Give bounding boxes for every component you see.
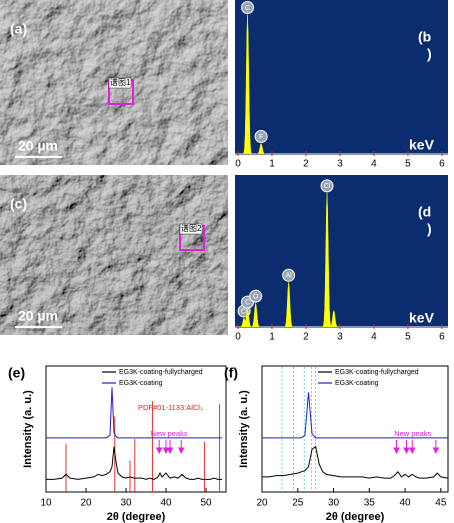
peak <box>329 309 339 328</box>
peak <box>322 192 332 328</box>
annotation-arrow <box>177 439 185 455</box>
series-line <box>46 446 222 480</box>
annotation-arrow <box>155 439 163 455</box>
x-axis-label: keV <box>409 310 435 326</box>
x-tick-label: 6 <box>439 332 445 343</box>
panel-label: ) <box>427 221 432 237</box>
x-tick-label: 3 <box>337 332 343 343</box>
y-axis-label: Intensity (a. u.) <box>238 390 250 468</box>
spectrum-tag-bg <box>108 77 132 89</box>
y-axis-label: Intensity (a. u.) <box>22 390 34 468</box>
panel-label: ) <box>427 46 432 62</box>
legend-label: EG3K-coating-fullycharged <box>119 369 203 376</box>
annotation-label: New peaks <box>151 429 188 438</box>
annotation-arrow <box>162 439 170 455</box>
reference-label: PDF#01-1133:AlCl₃ <box>138 403 203 412</box>
x-tick-label: 50 <box>200 498 212 509</box>
peak-label-badge <box>241 1 255 14</box>
peak-label-badge <box>282 268 296 282</box>
series-line <box>262 392 448 439</box>
peak-label-badge <box>249 289 263 303</box>
peak-label: C <box>245 299 250 306</box>
annotation-arrow <box>166 439 174 455</box>
sem-image <box>0 175 228 335</box>
spectrum-tag-bg <box>179 223 203 235</box>
x-tick-label: 45 <box>435 498 447 509</box>
x-tick-label: 2 <box>303 332 309 343</box>
peak <box>242 14 253 155</box>
peak-label: F <box>259 134 263 141</box>
x-tick-label: 40 <box>160 498 172 509</box>
x-tick-label: 30 <box>120 498 132 509</box>
peak-label-badge <box>320 179 334 193</box>
peak-label: Cl <box>324 183 331 190</box>
peak-label: O <box>253 294 259 301</box>
annotation-arrow <box>403 439 410 455</box>
panel-label: (d <box>418 204 431 220</box>
peak <box>283 282 294 328</box>
x-tick-label: 10 <box>40 498 52 509</box>
peak-label: Cl <box>241 308 248 315</box>
x-tick-label: 20 <box>256 498 268 509</box>
legend-label: EG3K-coating <box>335 380 379 387</box>
annotation-arrow <box>432 439 440 455</box>
peak-label: C <box>245 5 250 12</box>
plot-frame <box>261 365 449 493</box>
x-tick-label: 6 <box>439 159 445 170</box>
x-tick-label: 4 <box>371 332 377 343</box>
plot-background <box>235 175 448 328</box>
peak <box>256 142 266 155</box>
plot-background <box>235 0 448 155</box>
x-axis-label: keV <box>409 137 435 153</box>
x-tick-label: 3 <box>337 159 343 170</box>
legend-label: EG3K-coating-fullycharged <box>335 369 419 376</box>
spectrum-tag: 谱图2 <box>181 223 202 233</box>
x-tick-label: 5 <box>405 159 411 170</box>
annotation-label: New peaks <box>394 429 431 438</box>
x-tick-label: 0 <box>235 332 241 343</box>
series-line <box>262 445 449 479</box>
x-axis-label: 2θ (degree) <box>326 511 385 523</box>
panel-label: (e) <box>8 365 25 381</box>
x-tick-label: 30 <box>328 498 340 509</box>
x-tick-label: 20 <box>80 498 92 509</box>
x-tick-label: 1 <box>269 159 275 170</box>
x-tick-label: 4 <box>371 159 377 170</box>
x-tick-label: 2 <box>303 159 309 170</box>
plot-frame <box>45 365 227 493</box>
annotation-arrow <box>393 439 400 455</box>
spectrum-tag: 谱图1 <box>110 77 131 87</box>
peak <box>250 303 261 328</box>
panel-label: (a) <box>10 21 27 37</box>
x-tick-label: 1 <box>269 332 275 343</box>
legend-label: EG3K-coating <box>119 380 163 387</box>
series-line <box>46 387 222 439</box>
scale-bar-label: 20 µm <box>18 308 58 324</box>
x-axis-label: 2θ (degree) <box>107 511 166 523</box>
x-tick-label: 40 <box>400 498 412 509</box>
panel-label: (f) <box>224 365 238 381</box>
x-tick-label: 5 <box>405 332 411 343</box>
x-tick-label: 0 <box>235 159 241 170</box>
scale-bar-label: 20 µm <box>18 138 58 154</box>
x-tick-label: 25 <box>292 498 304 509</box>
panel-label: (c) <box>10 196 27 212</box>
annotation-arrow <box>408 439 416 455</box>
peak-label-badge <box>254 130 268 143</box>
x-tick-label: 35 <box>364 498 376 509</box>
peak-label: Al <box>286 273 293 280</box>
panel-label: (b <box>418 29 431 45</box>
